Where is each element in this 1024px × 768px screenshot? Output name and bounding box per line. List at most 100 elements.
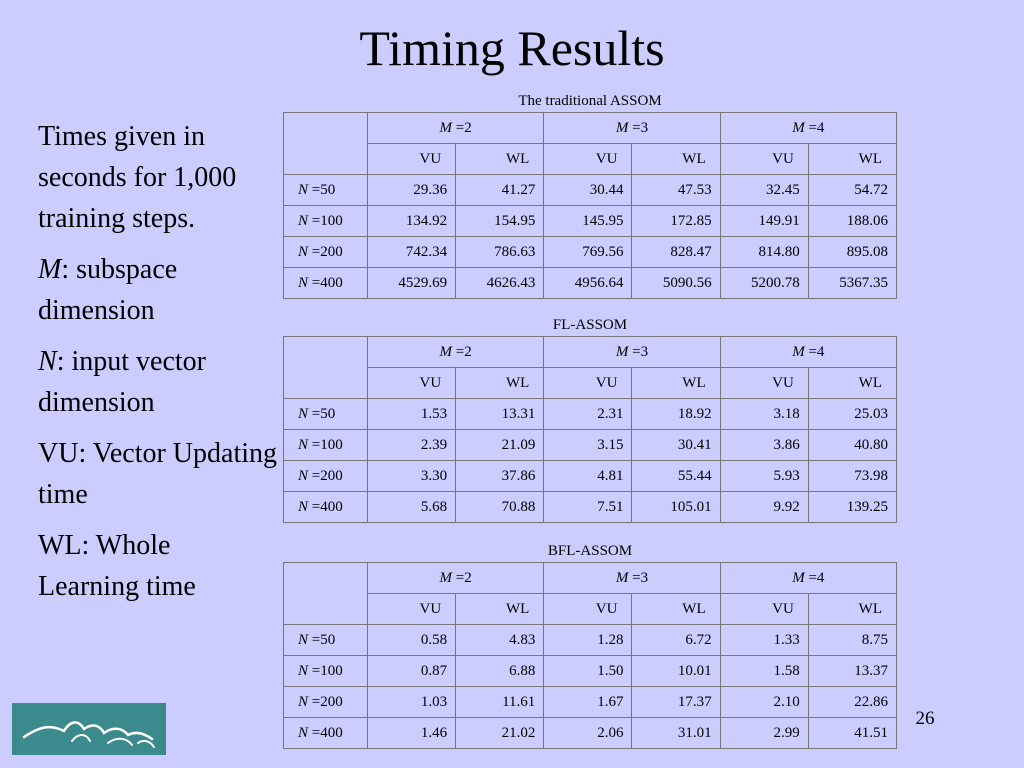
table-row: N =100 0.87 6.88 1.50 10.01 1.58 13.37 bbox=[283, 655, 898, 687]
cell: 1.50 bbox=[543, 655, 633, 687]
table-row: N =200 742.34 786.63 769.56 828.47 814.8… bbox=[283, 236, 898, 268]
m-header-row: M =2 M =3 M =4 bbox=[283, 336, 898, 399]
sub-header: WL bbox=[631, 143, 721, 175]
cell: 21.02 bbox=[455, 717, 545, 749]
sub-header: VU bbox=[719, 143, 809, 175]
sub-header: WL bbox=[807, 367, 898, 399]
cell: 0.58 bbox=[366, 624, 457, 656]
table-row: N =100 134.92 154.95 145.95 172.85 149.9… bbox=[283, 205, 898, 237]
cell: 2.06 bbox=[543, 717, 633, 749]
cell: 2.39 bbox=[366, 429, 457, 461]
m-header: M =2 bbox=[366, 562, 545, 594]
row-label: N =50 bbox=[283, 398, 368, 430]
row-label: N =200 bbox=[283, 686, 368, 718]
cell: 895.08 bbox=[807, 236, 898, 268]
sub-header: WL bbox=[455, 367, 545, 399]
cell: 2.31 bbox=[543, 398, 633, 430]
table-caption: FL-ASSOM bbox=[552, 317, 628, 333]
table-caption: BFL-ASSOM bbox=[547, 543, 633, 559]
table-row: N =200 1.03 11.61 1.67 17.37 2.10 22.86 bbox=[283, 686, 898, 718]
cell: 139.25 bbox=[807, 491, 898, 523]
cell: 1.67 bbox=[543, 686, 633, 718]
cell: 1.03 bbox=[366, 686, 457, 718]
m-header-row: M =2 M =3 M =4 bbox=[283, 112, 898, 175]
cell: 11.61 bbox=[455, 686, 545, 718]
note-wl: WL: Whole Learning time bbox=[38, 530, 196, 602]
note-times: Times given in seconds for 1,000 trainin… bbox=[38, 121, 237, 234]
cell: 7.51 bbox=[543, 491, 633, 523]
table-caption: The traditional ASSOM bbox=[518, 93, 662, 109]
cell: 73.98 bbox=[807, 460, 898, 492]
cell: 30.41 bbox=[631, 429, 721, 461]
cell: 4626.43 bbox=[455, 267, 545, 299]
row-label: N =200 bbox=[283, 236, 368, 268]
cell: 172.85 bbox=[631, 205, 721, 237]
row-label: N =400 bbox=[283, 717, 368, 749]
cell: 3.15 bbox=[543, 429, 633, 461]
sub-header: WL bbox=[631, 593, 721, 625]
cell: 2.99 bbox=[719, 717, 809, 749]
row-label: N =100 bbox=[283, 429, 368, 461]
cell: 55.44 bbox=[631, 460, 721, 492]
cell: 188.06 bbox=[807, 205, 898, 237]
note-n: N: input vector dimension bbox=[38, 346, 206, 418]
sub-header: VU bbox=[719, 593, 809, 625]
m-header-row: M =2 M =3 M =4 bbox=[283, 562, 898, 625]
cell: 32.45 bbox=[719, 174, 809, 206]
cell: 22.86 bbox=[807, 686, 898, 718]
note-m: M: subspace dimension bbox=[38, 254, 178, 326]
m-header: M =2 bbox=[366, 112, 545, 144]
table-fl-assom: FL-ASSOM M =2 M =3 M =4 VU WL VU WL VU W… bbox=[283, 314, 898, 523]
cell: 13.37 bbox=[807, 655, 898, 687]
sub-header: VU bbox=[543, 143, 633, 175]
cell: 4.83 bbox=[455, 624, 545, 656]
cell: 6.72 bbox=[631, 624, 721, 656]
table-row: N =50 1.53 13.31 2.31 18.92 3.18 25.03 bbox=[283, 398, 898, 430]
cell: 30.44 bbox=[543, 174, 633, 206]
cell: 1.53 bbox=[366, 398, 457, 430]
cell: 9.92 bbox=[719, 491, 809, 523]
cell: 105.01 bbox=[631, 491, 721, 523]
timing-table: M =2 M =3 M =4 VU WL VU WL VU WL N =50 1… bbox=[283, 336, 898, 523]
muscle-logo bbox=[12, 703, 166, 755]
cell: 5200.78 bbox=[719, 267, 809, 299]
notes-panel: Times given in seconds for 1,000 trainin… bbox=[38, 116, 278, 617]
sub-header-row: VU WL VU WL VU WL bbox=[284, 593, 898, 625]
table-row: N =400 4529.69 4626.43 4956.64 5090.56 5… bbox=[283, 267, 898, 299]
m-header: M =4 bbox=[719, 336, 898, 368]
cell: 54.72 bbox=[807, 174, 898, 206]
cell: 786.63 bbox=[455, 236, 545, 268]
cell: 154.95 bbox=[455, 205, 545, 237]
slide-title: Timing Results bbox=[359, 20, 665, 76]
cell: 149.91 bbox=[719, 205, 809, 237]
cell: 41.27 bbox=[455, 174, 545, 206]
cell: 6.88 bbox=[455, 655, 545, 687]
cell: 814.80 bbox=[719, 236, 809, 268]
cell: 41.51 bbox=[807, 717, 898, 749]
corner-cell bbox=[283, 112, 368, 175]
cell: 828.47 bbox=[631, 236, 721, 268]
cell: 1.28 bbox=[543, 624, 633, 656]
timing-table: M =2 M =3 M =4 VU WL VU WL VU WL N =50 0… bbox=[283, 562, 898, 749]
cell: 1.58 bbox=[719, 655, 809, 687]
row-label: N =400 bbox=[283, 491, 368, 523]
cell: 5367.35 bbox=[807, 267, 898, 299]
row-label: N =50 bbox=[283, 624, 368, 656]
row-label: N =100 bbox=[283, 205, 368, 237]
m-header: M =4 bbox=[719, 562, 898, 594]
sub-header: VU bbox=[366, 367, 457, 399]
page-number: 26 bbox=[915, 708, 935, 729]
cell: 4.81 bbox=[543, 460, 633, 492]
cell: 4529.69 bbox=[366, 267, 457, 299]
corner-cell bbox=[283, 336, 368, 399]
corner-cell bbox=[283, 562, 368, 625]
row-label: N =200 bbox=[283, 460, 368, 492]
cell: 17.37 bbox=[631, 686, 721, 718]
cell: 4956.64 bbox=[543, 267, 633, 299]
cell: 5.68 bbox=[366, 491, 457, 523]
cell: 5.93 bbox=[719, 460, 809, 492]
table-row: N =50 0.58 4.83 1.28 6.72 1.33 8.75 bbox=[283, 624, 898, 656]
sub-header-row: VU WL VU WL VU WL bbox=[284, 367, 898, 399]
cell: 145.95 bbox=[543, 205, 633, 237]
cell: 8.75 bbox=[807, 624, 898, 656]
